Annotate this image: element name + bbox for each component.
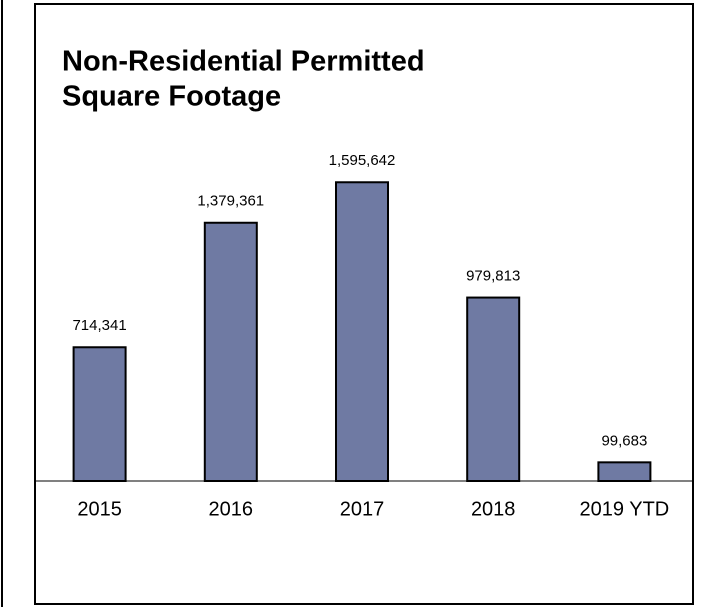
bar bbox=[597, 461, 652, 482]
data-label: 1,379,361 bbox=[197, 193, 264, 210]
x-tick-label: 2016 bbox=[209, 498, 254, 520]
data-label: 979,813 bbox=[466, 268, 520, 285]
x-tick-label: 2015 bbox=[77, 498, 122, 520]
data-label: 99,683 bbox=[601, 432, 647, 449]
chart-title: Non-Residential Permitted bbox=[62, 46, 425, 78]
chart-title: Square Footage bbox=[62, 81, 281, 113]
bar bbox=[72, 346, 127, 482]
x-tick-label: 2018 bbox=[471, 498, 516, 520]
bar bbox=[203, 221, 258, 483]
bar bbox=[335, 181, 389, 483]
frame bbox=[34, 3, 694, 605]
x-tick-label: 2017 bbox=[340, 498, 385, 520]
data-label: 714,341 bbox=[72, 317, 126, 334]
bar bbox=[466, 296, 521, 482]
data-label: 1,595,642 bbox=[329, 152, 396, 169]
x-tick-label: 2019 YTD bbox=[580, 498, 670, 520]
